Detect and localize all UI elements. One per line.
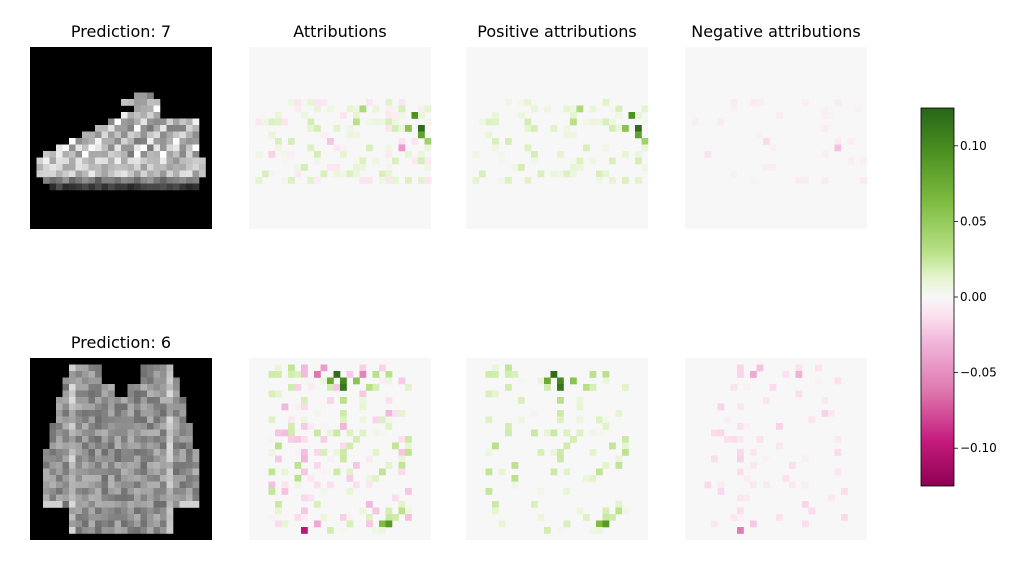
colorbar-tick-label: 0.05 xyxy=(960,214,987,228)
colorbar-tick-label: −0.05 xyxy=(960,366,997,380)
positive-attribution-map xyxy=(466,358,648,540)
panel-title: Positive attributions xyxy=(477,22,636,41)
negative-attribution-map xyxy=(685,358,867,540)
colorbar-tick-label: −0.10 xyxy=(960,441,997,455)
original-image xyxy=(30,47,212,229)
original-image xyxy=(30,358,212,540)
negative-attribution-map xyxy=(685,47,868,229)
attribution-map xyxy=(249,47,432,229)
positive-attribution-map xyxy=(466,47,649,229)
colorbar-tick-label: 0.10 xyxy=(960,139,987,153)
colorbar-gradient xyxy=(920,107,955,487)
panel-title: Prediction: 6 xyxy=(71,333,171,352)
attribution-map xyxy=(249,358,431,540)
panel-title: Attributions xyxy=(293,22,387,41)
panel-title: Negative attributions xyxy=(691,22,861,41)
panel-title: Prediction: 7 xyxy=(71,22,171,41)
colorbar-tick-label: 0.00 xyxy=(960,290,987,304)
colorbar: 0.10 0.05 0.00 −0.05 −0.10 xyxy=(920,107,997,487)
